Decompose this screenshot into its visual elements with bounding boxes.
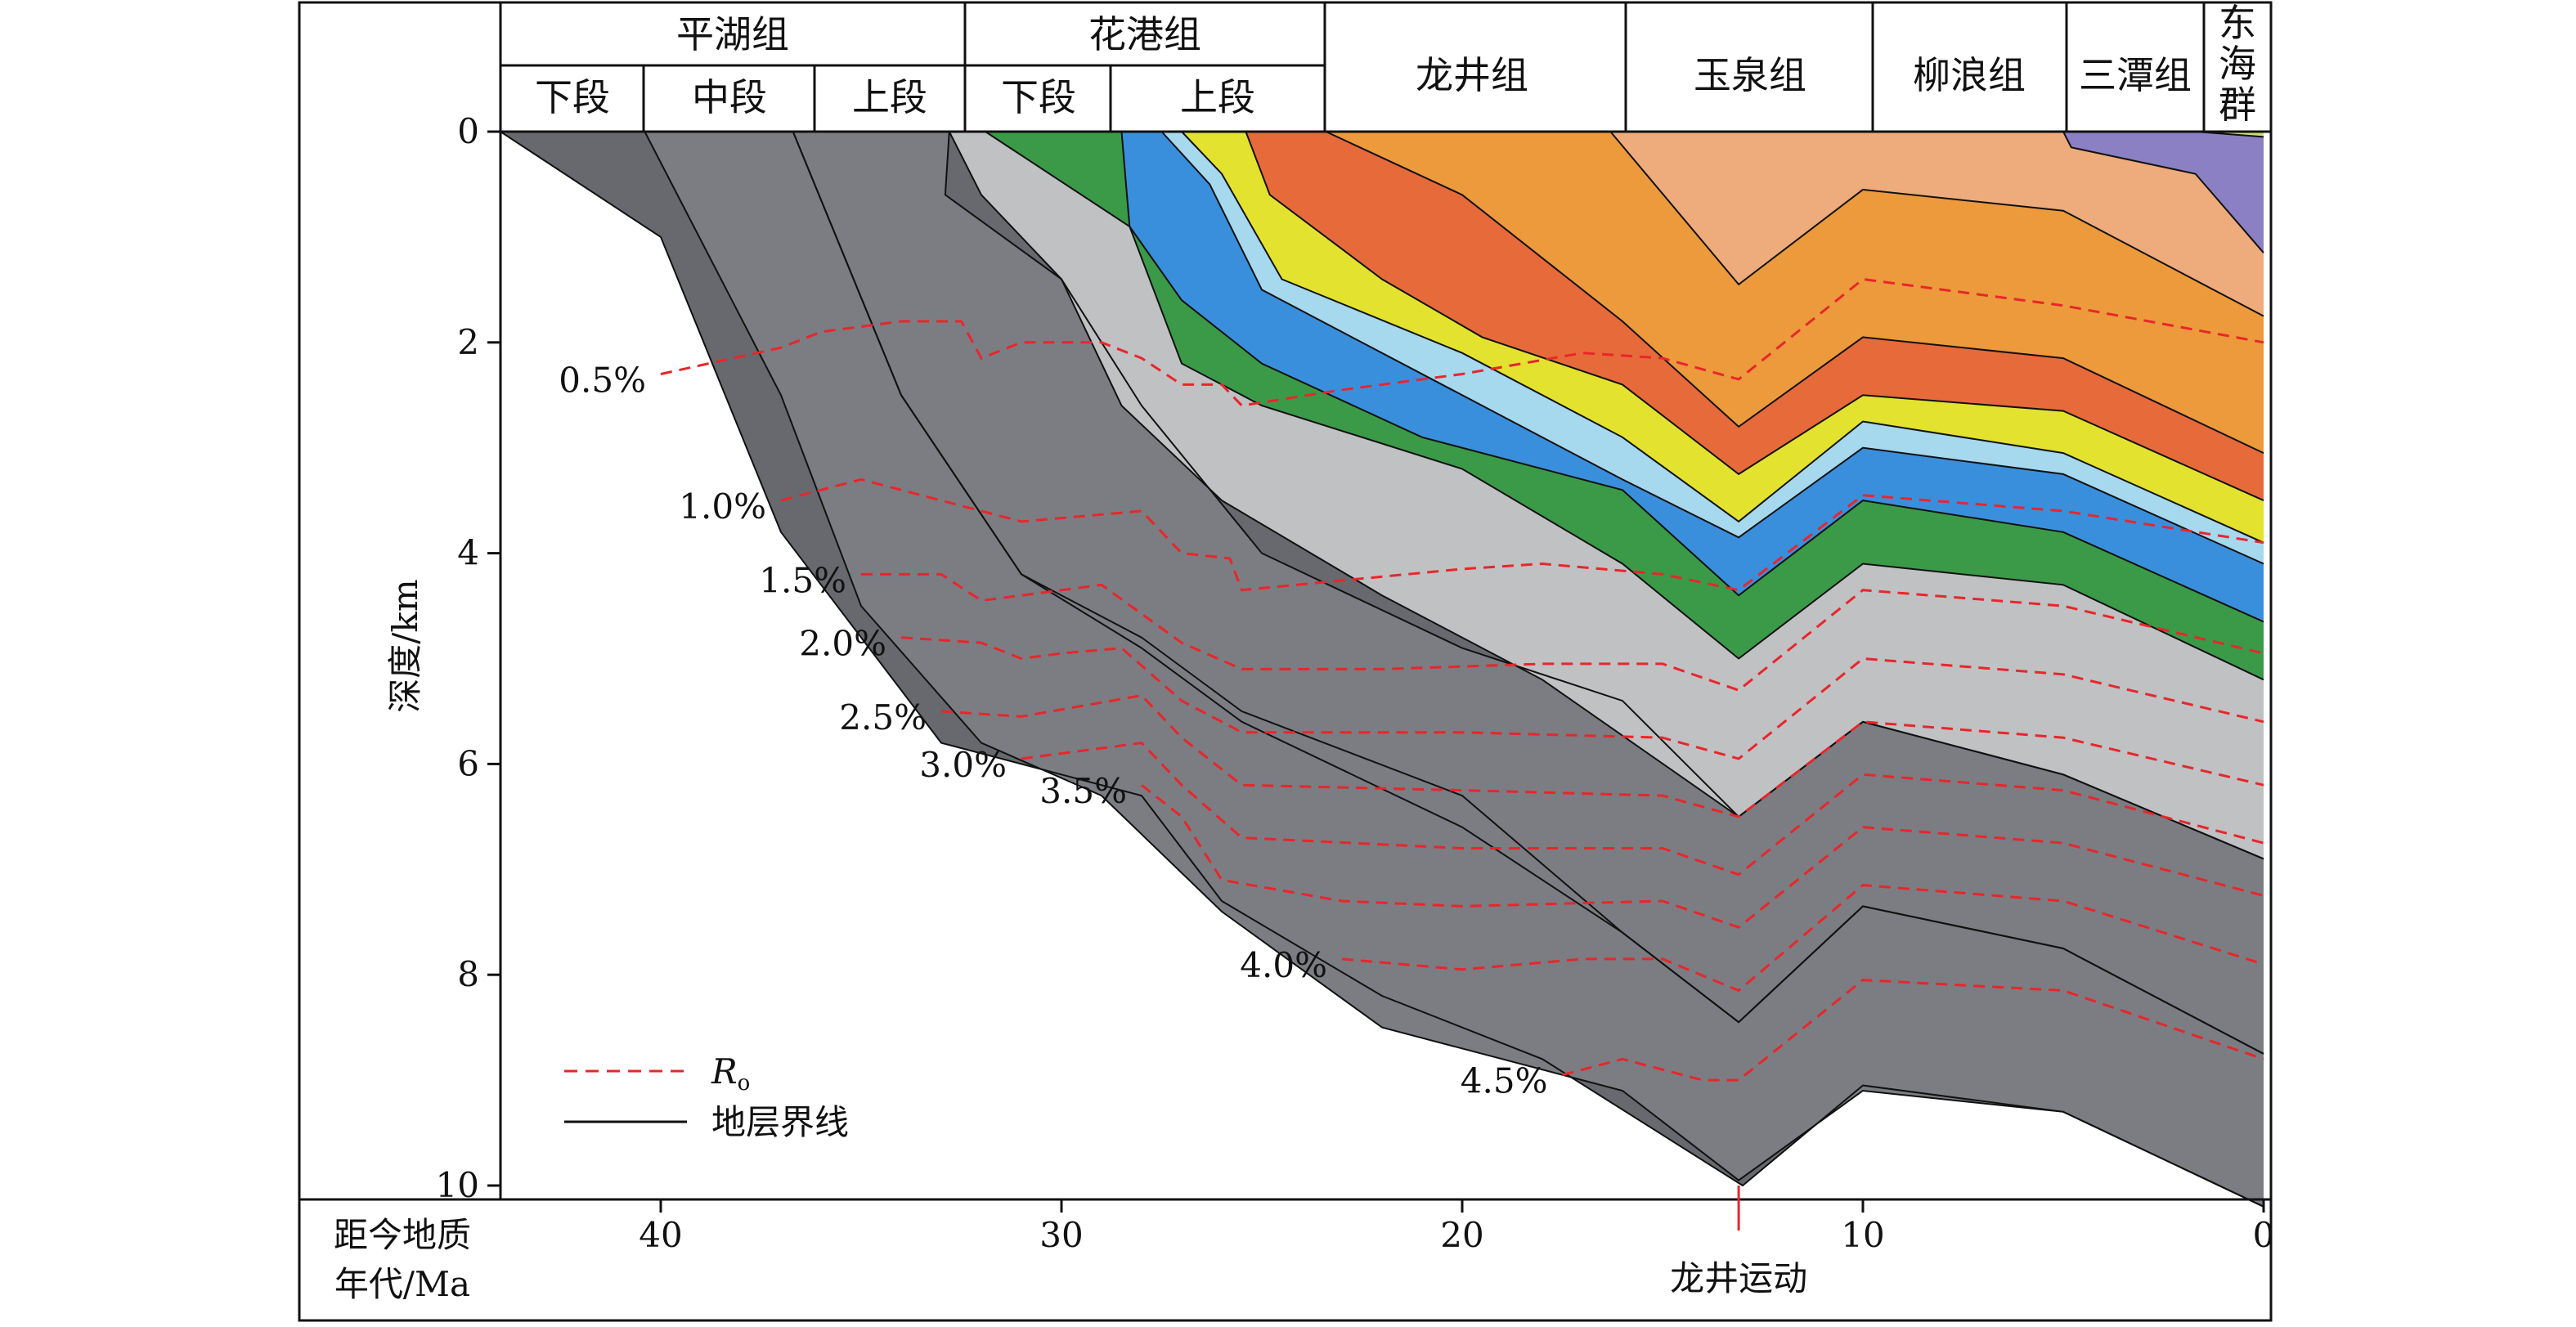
- y-tick-label-0: 0: [457, 111, 479, 151]
- member-huagang-lower: 下段: [1001, 75, 1076, 119]
- ro-line-1: [780, 477, 2264, 592]
- formation-yuquan: 玉泉组: [1694, 53, 1806, 97]
- stratum-boundary-3: [792, 131, 2264, 1055]
- ro-label-8: 4.5%: [1461, 1061, 1548, 1101]
- stratum-boundary-1: [644, 131, 2264, 1208]
- y-tick-label-4: 8: [457, 954, 479, 994]
- y-axis-label: 深度/km: [385, 579, 425, 712]
- y-tick-label-2: 4: [457, 533, 479, 573]
- y-axis: 0 2 4 6 8 10: [436, 111, 500, 1205]
- ro-line-5: [1021, 742, 2264, 876]
- stratum-boundary-6: [985, 131, 2264, 681]
- x-tick-label-4: 0: [2253, 1215, 2275, 1255]
- ro-line-3: [900, 636, 2264, 760]
- formation-liulang: 柳浪组: [1913, 53, 2026, 97]
- legend-boundary-label: 地层界线: [711, 1102, 849, 1142]
- formation-header: 平湖组 下段 中段 上段 花港组 下段 上段 龙井组 玉泉组 柳浪组 三潭组 东…: [535, 1, 2256, 127]
- ro-label-2: 1.5%: [759, 560, 846, 600]
- frame: [298, 1, 2273, 1322]
- x-tick-label-2: 20: [1440, 1215, 1483, 1255]
- member-pinghu-lower: 下段: [535, 75, 610, 119]
- y-tick-label-5: 10: [436, 1165, 479, 1205]
- stratum-boundary-12: [1609, 131, 2264, 317]
- x-axis: 40 30 20 10 0: [639, 1199, 2274, 1255]
- x-tick-label-0: 40: [639, 1215, 682, 1255]
- ro-isoline-layer: [660, 277, 2264, 1082]
- x-axis-label-line1: 距今地质: [334, 1215, 471, 1255]
- x-tick-label-1: 30: [1039, 1215, 1083, 1255]
- stratum-boundary-11: [1325, 131, 2264, 455]
- ro-line-0: [660, 277, 2264, 407]
- stratum-boundary-7: [1120, 131, 2264, 623]
- boundary-layer: [500, 131, 2264, 1208]
- legend: Ro 地层界线: [564, 1051, 849, 1142]
- ro-label-5: 3.0%: [919, 745, 1007, 785]
- formation-donghai: 东海群: [2219, 1, 2256, 127]
- formation-longjing: 龙井组: [1416, 53, 1528, 97]
- formation-huagang: 花港组: [1088, 12, 1201, 56]
- member-pinghu-middle: 中段: [692, 75, 767, 119]
- stratum-13: [2063, 132, 2264, 253]
- stratum-boundary-0: [500, 131, 2264, 1208]
- formation-pinghu: 平湖组: [676, 12, 789, 56]
- ro-label-layer: 0.5% 1.0% 1.5% 2.0% 2.5% 3.0% 3.5% 4.0% 4.5%: [559, 360, 1547, 1101]
- formation-santan: 三潭组: [2079, 53, 2192, 97]
- ro-label-1: 1.0%: [679, 486, 766, 527]
- ro-label-0: 0.5%: [559, 360, 646, 400]
- legend-ro-label: Ro: [711, 1051, 750, 1096]
- x-axis-label-line2: 年代/Ma: [334, 1264, 470, 1304]
- stratum-boundary-13: [2062, 131, 2264, 253]
- y-tick-label-1: 2: [457, 322, 479, 362]
- event-label: 龙井运动: [1670, 1258, 1807, 1298]
- ro-label-3: 2.0%: [799, 624, 886, 664]
- member-pinghu-upper: 上段: [852, 75, 927, 119]
- stratum-boundary-8: [1160, 131, 2264, 565]
- stratum-boundary-5: [948, 131, 2264, 860]
- ro-line-7: [1341, 884, 2264, 993]
- ro-line-6: [1141, 784, 2264, 929]
- stratum-boundary-9: [1181, 131, 2264, 544]
- ro-label-7: 4.0%: [1240, 945, 1327, 985]
- ro-line-4: [940, 693, 2264, 818]
- member-huagang-upper: 上段: [1180, 75, 1255, 119]
- ro-line-2: [861, 572, 2264, 692]
- stratum-boundary-10: [1245, 131, 2264, 502]
- ro-label-4: 2.5%: [839, 697, 927, 737]
- x-tick-label-3: 10: [1841, 1215, 1884, 1255]
- stratum-12: [1610, 132, 2264, 316]
- ro-line-8: [1562, 979, 2264, 1082]
- y-tick-label-3: 6: [457, 743, 479, 783]
- stratum-11: [1326, 132, 2264, 454]
- ro-label-6: 3.5%: [1039, 771, 1127, 811]
